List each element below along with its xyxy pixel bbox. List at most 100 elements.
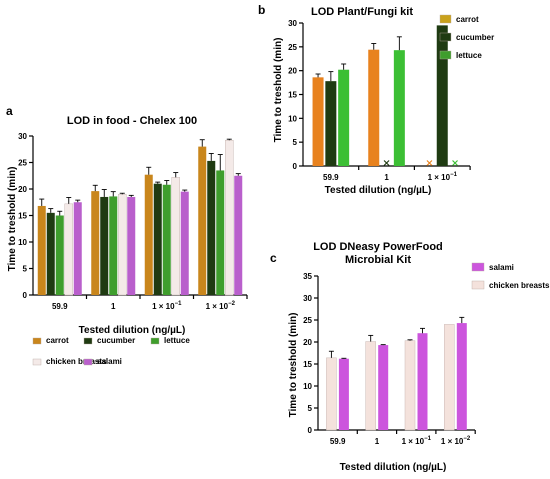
bar-salami [180, 191, 189, 295]
x-tick-label-text: 1 × 10 [206, 302, 229, 311]
x-tick-label-text: 59.9 [330, 437, 346, 446]
panel-c-title-line-1: LOD DNeasy PowerFood [313, 241, 443, 253]
panel-b-plot: 0 5 10 15 20 25 30 59.9 1 1 × 10−1 [288, 19, 471, 182]
x-tick-label: 59.9 [52, 302, 68, 311]
y-tick-label: 25 [303, 316, 312, 325]
y-tick-label: 30 [18, 132, 27, 141]
bar-lettuce [55, 215, 64, 295]
y-tick-label: 20 [303, 338, 312, 347]
y-tick-label: 5 [308, 404, 313, 413]
x-tick-label: 1 [111, 302, 116, 311]
x-tick-label: 1 × 10−2 [206, 301, 236, 311]
y-tick-label: 15 [18, 212, 27, 221]
legend-label: lettuce [164, 336, 190, 345]
bar-carrot [312, 77, 324, 166]
x-tick-label: 1 × 10−1 [428, 172, 458, 182]
panel-b: b LOD Plant/Fungi kit Time to treshold (… [258, 3, 494, 196]
legend-swatch [471, 262, 485, 272]
legend-label: cucumber [97, 336, 135, 345]
not-detected-marker [383, 160, 390, 166]
panel-c-title-line-2: Microbial Kit [345, 254, 411, 266]
bar-cucumber [153, 183, 162, 295]
legend-swatch [32, 358, 42, 366]
y-tick-label: 5 [293, 138, 298, 147]
bar-chicken-breasts [171, 177, 180, 296]
panel-a-ylabel: Time to treshold (min) [7, 167, 18, 272]
panel-letter-c: c [270, 251, 277, 265]
panel-letter-a: a [6, 104, 13, 118]
legend-label: chicken breasts [46, 357, 107, 366]
y-tick-label: 20 [18, 185, 27, 194]
panel-c-xlabel: Tested dilution (ng/µL) [340, 462, 447, 473]
not-detected-marker [452, 160, 458, 166]
legend-label: salami [489, 263, 514, 272]
legend-label: carrot [456, 15, 479, 24]
bar-salami [73, 202, 82, 295]
x-tick-label-text: 1 [111, 302, 116, 311]
x-tick-label-text: 59.9 [323, 173, 339, 182]
y-tick-label: 0 [23, 291, 28, 300]
bar-carrot [144, 174, 153, 295]
bar-salami [338, 358, 349, 430]
bar-salami [378, 345, 389, 430]
x-tick-label-text: 1 × 10 [152, 302, 175, 311]
x-tick-label-text: 1 × 10 [428, 173, 451, 182]
bar-carrot [91, 191, 100, 295]
bar-lettuce [338, 69, 350, 166]
panel-b-xlabel: Tested dilution (ng/µL) [325, 185, 432, 196]
x-tick-label-text: 1 [375, 437, 380, 446]
panel-a-xlabel: Tested dilution (ng/µL) [79, 325, 186, 336]
x-tick-label: 1 [384, 173, 389, 182]
panel-letter-b: b [258, 3, 265, 17]
legend-label: carrot [46, 336, 69, 345]
bar-cucumber [436, 25, 448, 167]
bar-cucumber [325, 81, 337, 166]
x-tick-label: 1 × 10−2 [441, 436, 471, 446]
panel-c-ylabel: Time to treshold (min) [288, 313, 299, 418]
not-detected-marker [426, 160, 433, 166]
x-tick-label-text: 1 × 10 [441, 437, 464, 446]
legend-label: lettuce [456, 51, 482, 60]
panel-c: c LOD DNeasy PowerFood Microbial Kit Tim… [270, 241, 550, 473]
legend-label: chicken breasts [489, 281, 550, 290]
bar-chicken-breasts [326, 357, 337, 431]
y-tick-label: 10 [18, 238, 27, 247]
x-tick-label: 1 [375, 437, 380, 446]
legend-swatch [83, 358, 93, 366]
x-tick-label-exponent: −1 [450, 172, 458, 178]
bar-chicken-breasts [225, 139, 234, 296]
bar-salami [456, 323, 467, 430]
y-tick-label: 15 [288, 91, 297, 100]
panel-b-ylabel: Time to treshold (min) [273, 38, 284, 143]
bar-chicken-breasts [404, 340, 416, 431]
bar-carrot [368, 49, 380, 167]
bar-chicken-breasts [64, 203, 73, 296]
bar-carrot [37, 205, 46, 295]
panel-c-legend: salami chicken breasts [471, 262, 550, 290]
y-tick-label: 5 [23, 265, 28, 274]
y-tick-label: 0 [308, 426, 313, 435]
y-tick-label: 15 [303, 360, 312, 369]
panel-b-legend: carrot cucumber lettuce [439, 14, 494, 60]
x-tick-label-exponent: −1 [175, 301, 183, 307]
panel-a-title: LOD in food - Chelex 100 [67, 115, 197, 127]
bar-cucumber [207, 160, 216, 295]
legend-label: cucumber [456, 33, 494, 42]
legend-swatch [32, 337, 42, 345]
x-tick-label-text: 59.9 [52, 302, 68, 311]
y-tick-label: 10 [288, 114, 297, 123]
bar-salami [234, 175, 243, 295]
panel-a-legend: carrot cucumber lettuce chicken breastssala… [32, 336, 190, 366]
bar-lettuce [109, 196, 118, 295]
legend-label: salami [97, 357, 122, 366]
x-tick-label-exponent: −2 [228, 301, 236, 307]
x-tick-label-text: 1 × 10 [402, 437, 425, 446]
y-tick-label: 10 [303, 382, 312, 391]
bar-carrot [198, 146, 207, 295]
legend-swatch [439, 14, 452, 24]
legend-swatch [439, 32, 452, 42]
y-tick-label: 30 [303, 294, 312, 303]
y-tick-label: 30 [288, 19, 297, 28]
